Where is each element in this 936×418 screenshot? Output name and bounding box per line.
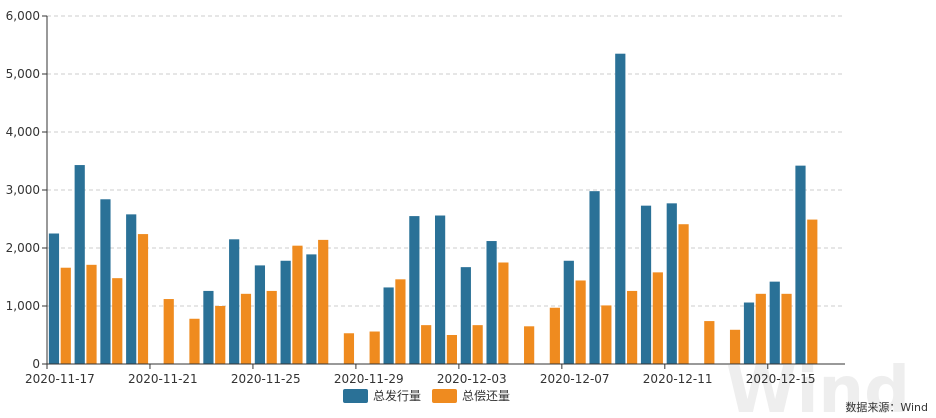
y-tick-label: 4,000: [6, 125, 40, 139]
bar-issuance: [74, 165, 85, 364]
x-tick-label: 2020-12-07: [540, 372, 610, 386]
data-source-note: 数据来源：Wind: [845, 401, 928, 414]
bar-repayment: [626, 290, 638, 364]
x-tick-label: 2020-12-15: [746, 372, 816, 386]
bar-issuance: [409, 216, 420, 364]
bar-issuance: [769, 281, 780, 364]
bar-issuance: [743, 302, 755, 364]
bar-repayment: [421, 325, 432, 364]
bar-issuance: [229, 239, 240, 364]
bar-repayment: [240, 293, 252, 364]
bar-repayment: [343, 333, 355, 364]
bar-repayment: [266, 290, 277, 364]
y-tick-label: 6,000: [6, 9, 40, 23]
bar-issuance: [666, 203, 677, 364]
legend-swatch: [432, 389, 457, 403]
bar-repayment: [601, 305, 612, 364]
y-tick-label: 0: [32, 357, 40, 371]
bar-repayment: [60, 267, 71, 364]
bar-repayment: [395, 279, 406, 364]
bar-issuance: [48, 233, 60, 364]
bar-repayment: [189, 318, 200, 364]
bar-issuance: [460, 267, 471, 364]
x-tick-label: 2020-11-25: [231, 372, 301, 386]
bar-repayment: [86, 264, 97, 364]
gridlines: [47, 15, 845, 307]
bar-issuance: [254, 265, 266, 364]
y-axis: 0 1,000 2,000 3,000 4,000 5,000 6,000: [6, 9, 48, 371]
bar-repayment: [781, 293, 792, 364]
bar-issuance: [563, 260, 574, 364]
x-tick-label: 2020-12-03: [437, 372, 507, 386]
bar-issuance: [435, 215, 446, 364]
y-tick-label: 1,000: [6, 299, 40, 313]
bar-repayment: [318, 239, 329, 364]
legend-label: 总偿还量: [462, 388, 510, 403]
bar-repayment: [112, 278, 123, 364]
x-tick-label: 2020-11-17: [25, 372, 95, 386]
bar-issuance: [126, 214, 137, 364]
bar-repayment: [446, 335, 457, 364]
bar-repayment: [472, 325, 483, 364]
bar-repayment: [549, 307, 560, 364]
bar-repayment: [755, 293, 766, 364]
bar-issuance: [486, 241, 497, 364]
bar-repayment: [678, 224, 689, 364]
x-tick-label: 2020-12-11: [643, 372, 713, 386]
bar-repayment: [524, 326, 535, 364]
bar-issuance: [795, 165, 806, 364]
y-tick-label: 3,000: [6, 183, 40, 197]
y-tick-label: 5,000: [6, 67, 40, 81]
bar-issuance: [589, 191, 600, 364]
bar-issuance: [100, 199, 111, 364]
x-tick-label: 2020-11-29: [334, 372, 404, 386]
bar-repayment: [137, 234, 149, 364]
bar-repayment: [807, 219, 818, 364]
watermark: Wind: [726, 354, 910, 418]
y-tick-label: 2,000: [6, 241, 40, 255]
bar-repayment: [652, 272, 663, 364]
bar-issuance: [280, 260, 291, 364]
legend-swatch: [343, 389, 368, 403]
x-axis: 2020-11-17 2020-11-21 2020-11-25 2020-11-29…: [25, 363, 845, 386]
bar-repayment: [369, 331, 380, 364]
legend-label: 总发行量: [373, 388, 421, 403]
bar-repayment: [729, 329, 741, 364]
bar-issuance: [203, 290, 214, 364]
bar-repayment: [575, 280, 586, 364]
legend: 总发行量 总偿还量: [343, 388, 510, 403]
bars: [48, 53, 818, 364]
bar-issuance: [383, 287, 394, 364]
bar-issuance: [306, 254, 317, 364]
bar-repayment: [163, 299, 174, 364]
bar-repayment: [215, 306, 226, 364]
x-tick-label: 2020-11-21: [128, 372, 198, 386]
bar-repayment: [292, 245, 303, 364]
bar-issuance: [615, 53, 626, 364]
bar-repayment: [498, 262, 509, 364]
bar-issuance: [640, 205, 652, 364]
bar-repayment: [704, 321, 715, 364]
